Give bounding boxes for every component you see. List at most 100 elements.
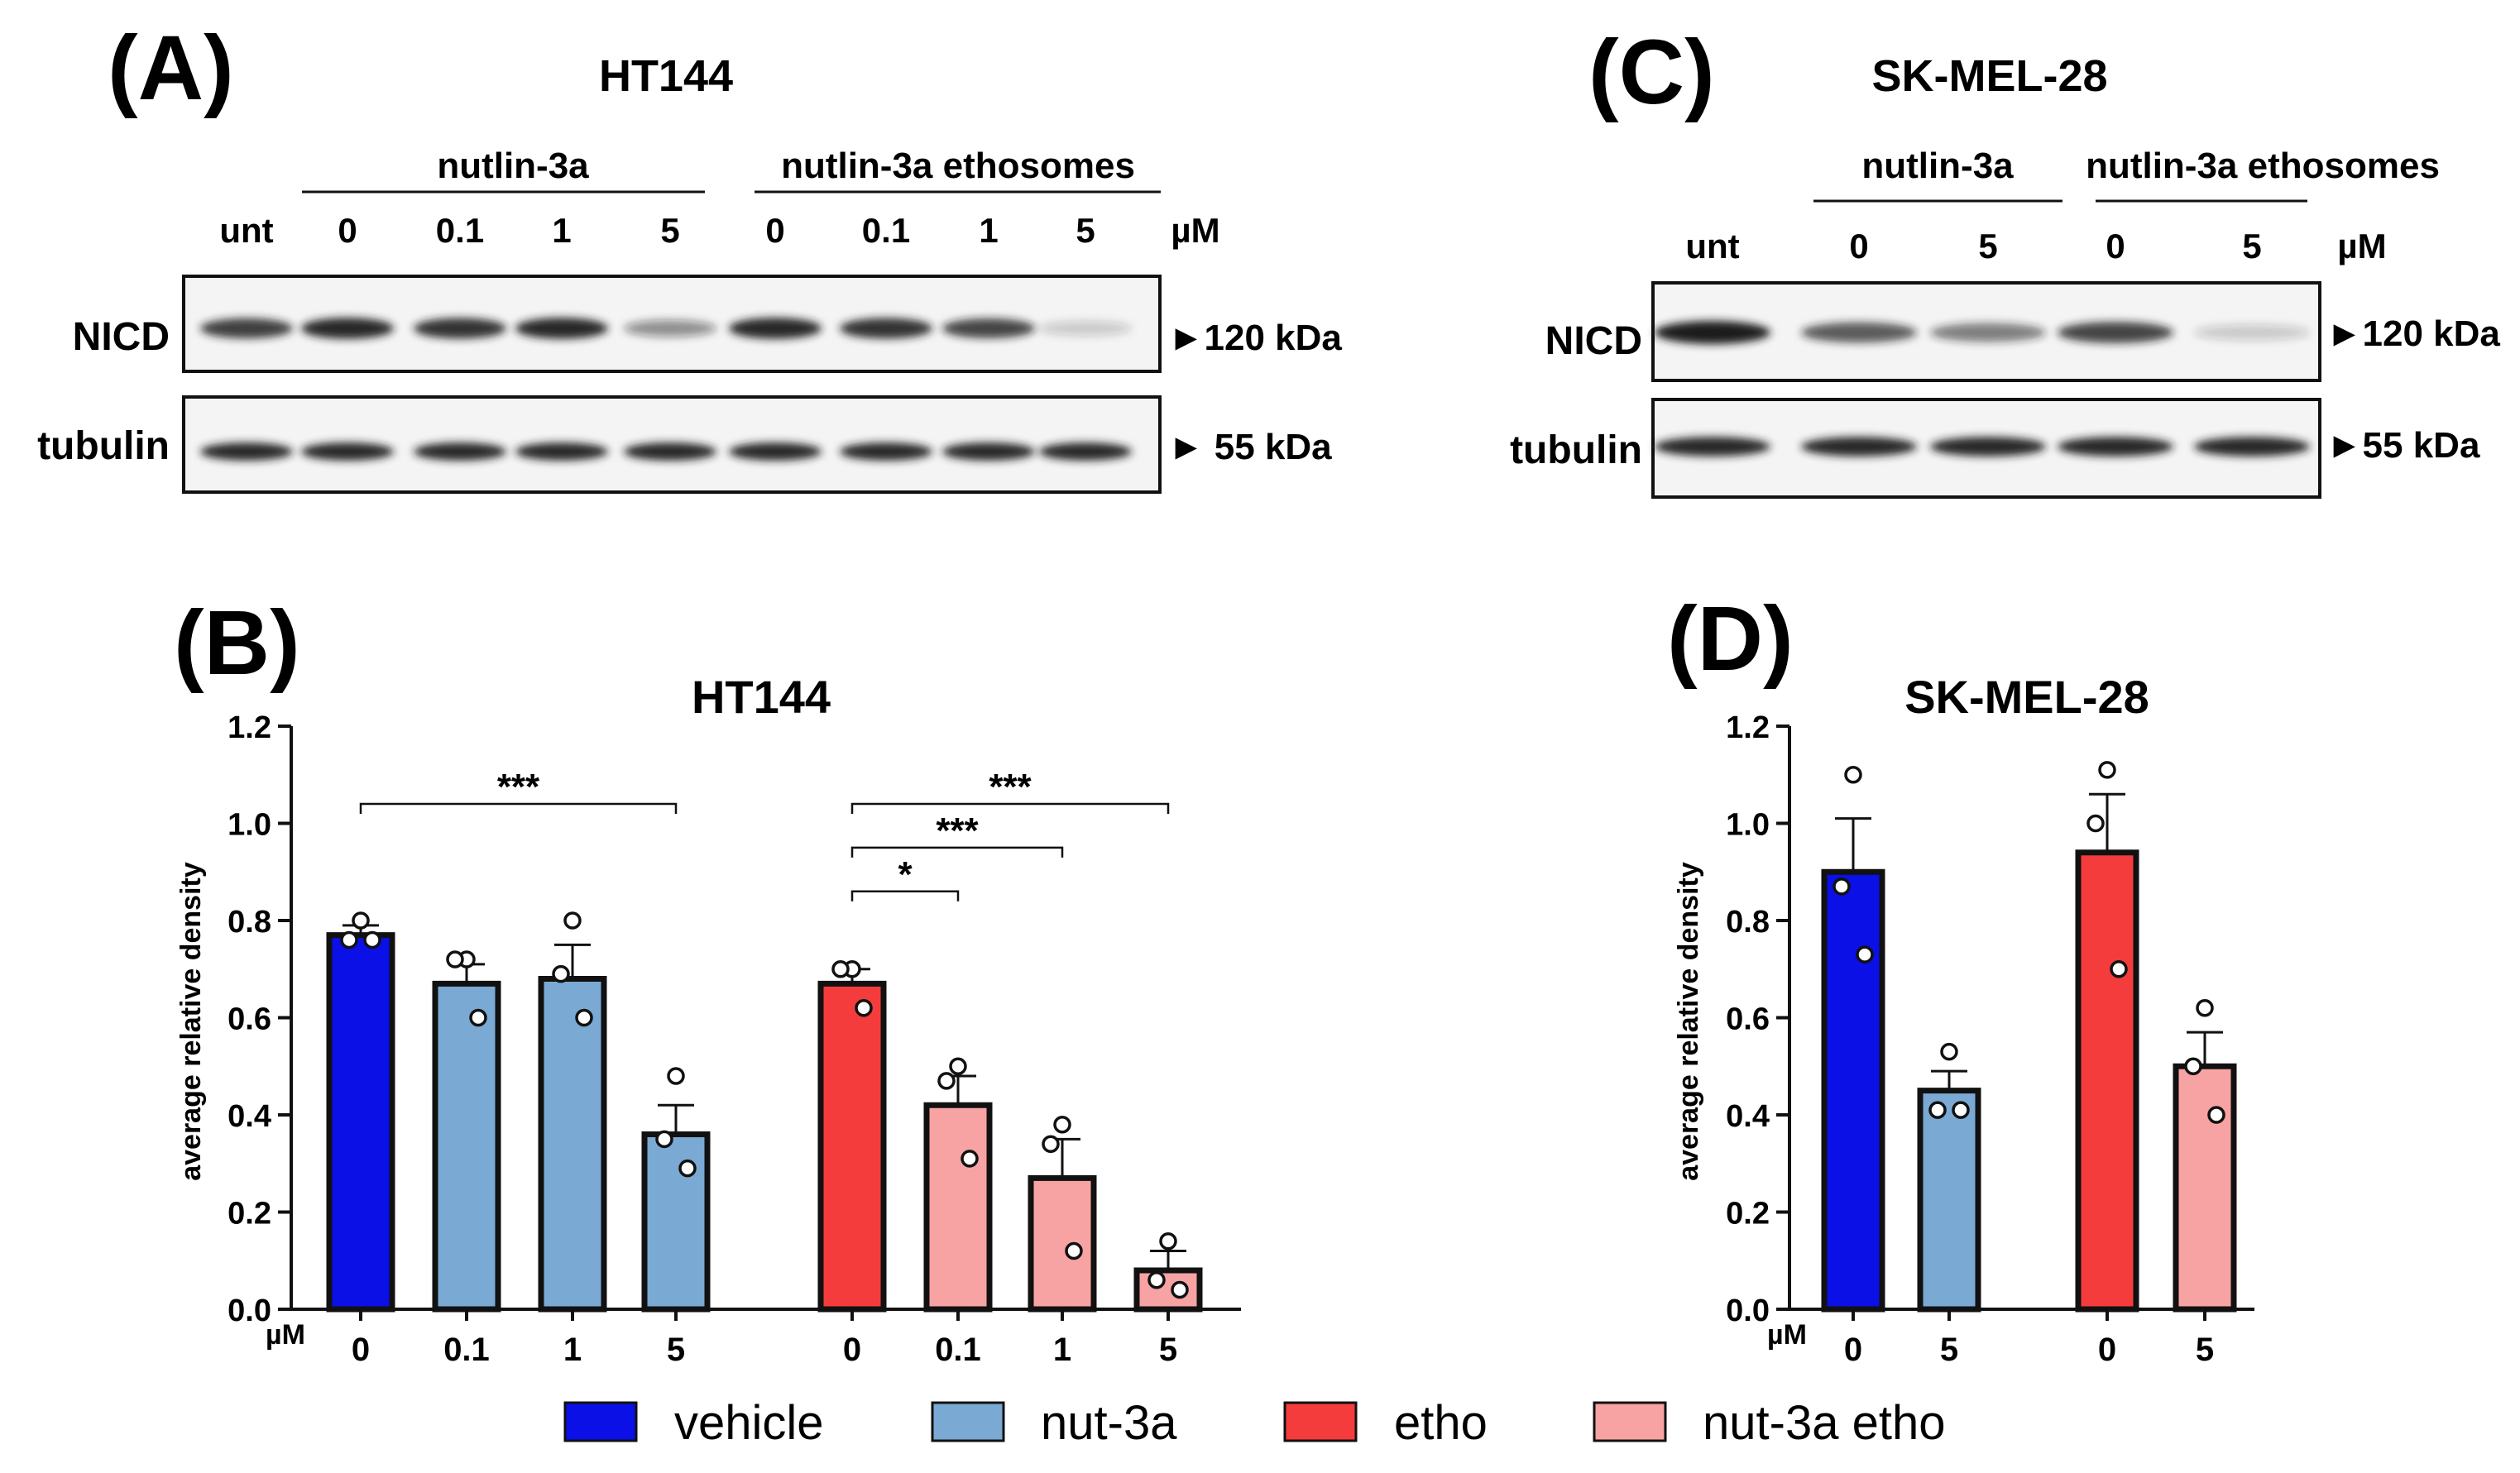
blot-band [1801,322,1917,343]
blot-band [1930,323,2046,342]
chart-b-ylabel: average relative density [175,862,207,1181]
bar [1133,1267,1203,1313]
significance-bracket [850,890,960,901]
blot-band [301,318,394,339]
data-point [1928,1101,1947,1119]
unit-label: µM [1171,211,1219,250]
panel-c-letter: (C) [1588,22,1715,123]
legend-swatch-etho [1283,1401,1358,1442]
x-tick-label: 5 [2196,1332,2214,1368]
group1-label: nutlin-3a [1861,146,2014,186]
legend: vehicle nut-3a etho nut-3a etho [563,1396,1945,1450]
y-tick-label: 0.2 [1726,1197,1770,1231]
lane-label: 5 [660,211,679,250]
group1-label: nutlin-3a [437,146,589,186]
y-tick-label: 0.8 [228,905,271,940]
panel-c: (C) SK-MEL-28 nutlin-3a nutlin-3a ethoso… [1510,22,2500,499]
bar [641,1131,711,1313]
blot-band [624,442,716,461]
blot-band [1655,321,1770,344]
panel-c-title: SK-MEL-28 [1871,51,2107,101]
panel-a: (A) HT144 nutlin-3a nutlin-3a ethosomes … [37,17,1342,494]
blot-band [1930,437,2046,457]
data-point [575,1008,593,1027]
data-point [1844,766,1862,784]
bar [326,932,395,1313]
blot-band [624,319,716,337]
x-tick-label: 1 [563,1332,582,1368]
lane-labels: unt 0 5 0 5 µM [1685,227,2386,265]
lane-label: 0 [1849,227,1868,265]
data-point [552,964,570,983]
tubulin-blot-bands [1655,437,2310,457]
blot-row-label: tubulin [1510,428,1642,472]
chart-b-plot: 0.00.20.40.60.81.01.20 0.1 1 5 0 0.1 1 5*** ****… [228,710,1241,1368]
blot-band [2194,437,2310,457]
x-tick-label: 1 [1053,1332,1071,1368]
y-tick-label: 1.2 [1726,710,1770,745]
lane-label: 0 [338,211,357,250]
x-tick-label: 5 [1940,1332,1958,1368]
unit-label: µM [2337,227,2386,265]
y-tick-label: 0.6 [1726,1002,1770,1037]
data-point [2196,999,2214,1017]
legend-swatch-nut-3a-etho [1593,1401,1667,1442]
data-point [363,930,381,949]
lane-label: unt [219,211,273,250]
nicd-blot-bands [200,318,1132,339]
y-tick-label: 0.0 [228,1294,271,1328]
y-tick-label: 0.6 [228,1002,271,1037]
bar [923,1102,993,1313]
blot-row-label: tubulin [37,424,170,468]
data-point [446,950,464,968]
data-point [831,960,850,978]
data-point [2086,814,2105,833]
data-point [2098,761,2116,779]
data-point [1940,1042,1958,1061]
significance-bracket [850,802,1170,814]
panel-b: (B) HT144 average relative density µM 0.… [174,592,1241,1368]
blot-band [729,442,822,461]
y-tick-label: 1.0 [228,808,271,843]
chart-b-title: HT144 [692,671,831,723]
blot-band [942,318,1035,338]
blot-band [840,318,932,339]
data-point [937,1072,956,1090]
blot-band [2058,437,2173,457]
significance-bracket [359,802,678,814]
data-point [1159,1232,1177,1251]
bar [432,980,501,1313]
panel-d-letter: (D) [1667,588,1794,690]
blot-band [200,442,293,461]
data-point [1042,1135,1060,1153]
data-point [1147,1271,1166,1289]
y-tick-label: 0.8 [1726,905,1770,940]
blot-band [301,442,394,461]
significance-bracket [850,846,1064,858]
significance-label: *** [989,767,1032,807]
blot-band [2194,324,2310,341]
y-tick-label: 0.4 [228,1099,271,1134]
blot-band [840,442,932,461]
chart-d-xlabel: µM [1767,1319,1807,1351]
data-point [352,911,370,930]
nicd-blot-bands [1655,321,2310,344]
legend-label: nut-3a [1041,1396,1177,1450]
legend-swatch-nut-3a [931,1401,1005,1442]
data-point [340,930,358,949]
bar [538,976,607,1313]
data-point [563,911,582,930]
data-point [469,1008,487,1027]
data-point [949,1057,967,1075]
data-point [1952,1101,1970,1119]
x-tick-label: 0 [1844,1332,1862,1368]
panel-b-letter: (B) [174,592,300,694]
data-point [1856,945,1874,964]
group2-label: nutlin-3a ethosomes [781,146,1135,186]
legend-label: vehicle [674,1396,824,1450]
blot-band [1039,442,1132,461]
lane-label: 0.1 [436,211,484,250]
lane-label: 5 [1978,227,1997,265]
